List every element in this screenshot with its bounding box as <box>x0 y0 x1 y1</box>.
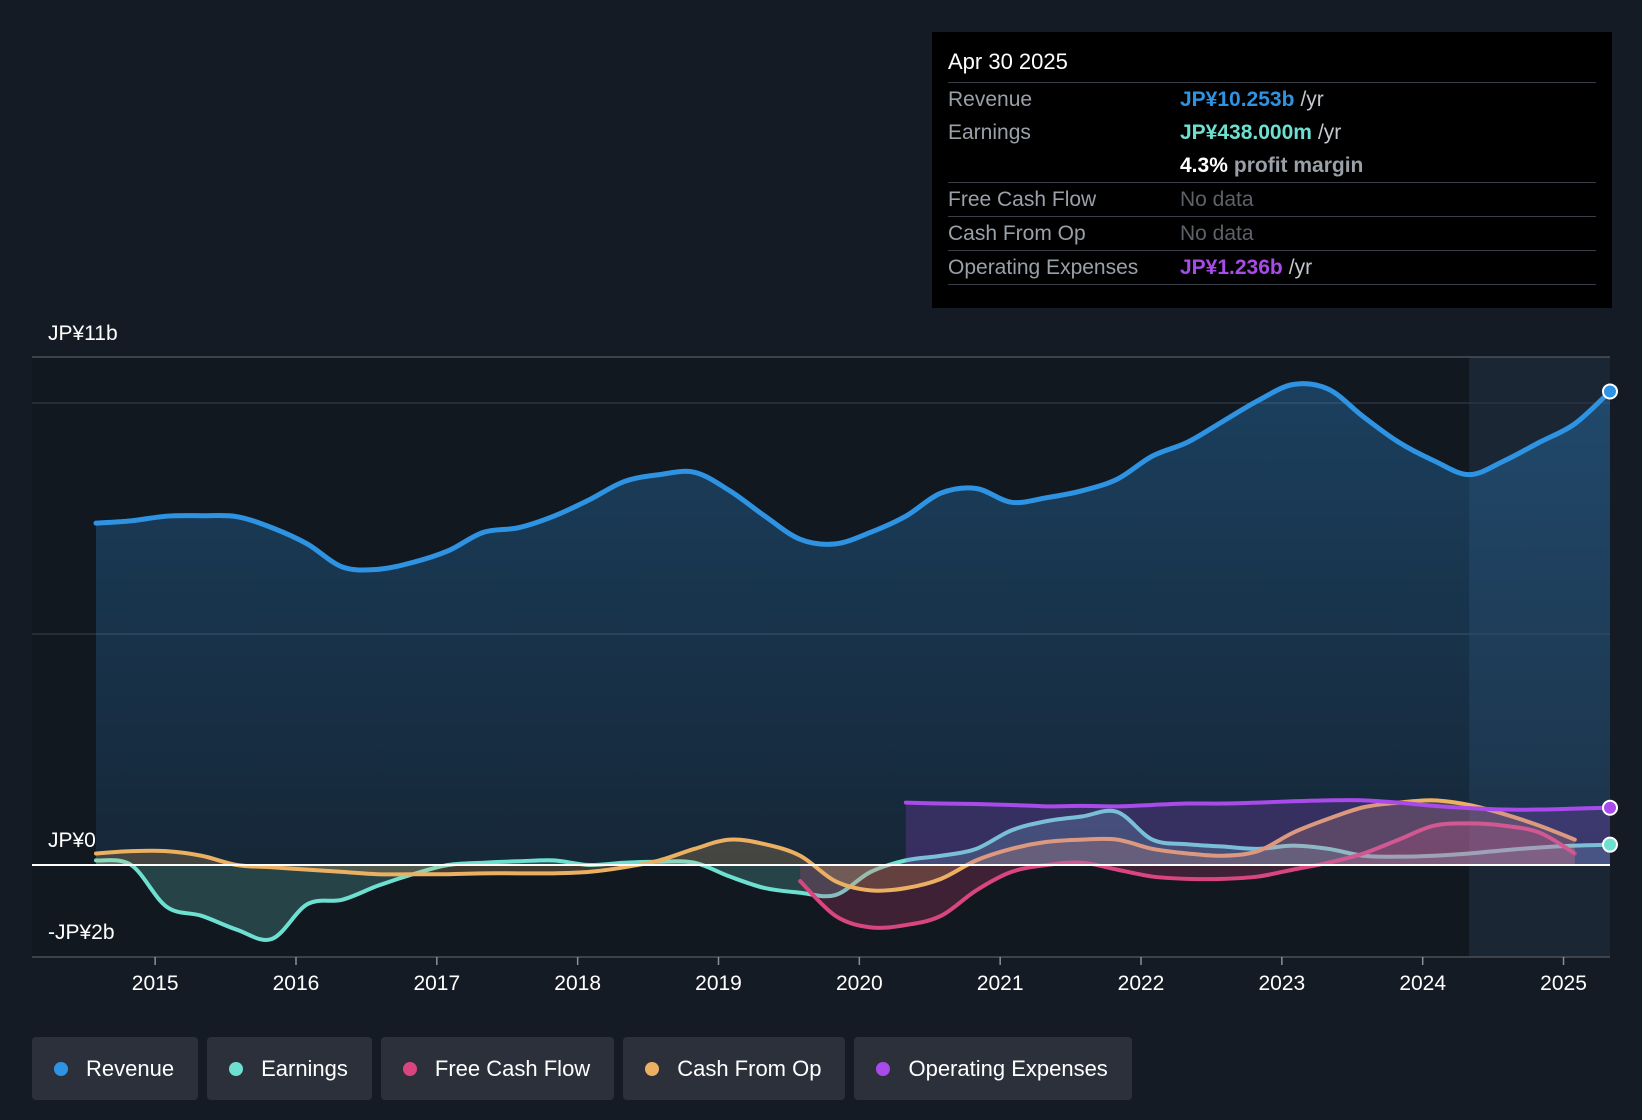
x-tick-label-2025: 2025 <box>1540 972 1587 995</box>
x-tick-label-2018: 2018 <box>554 972 601 995</box>
revenue-area <box>96 383 1610 865</box>
legend-dot-icon <box>54 1061 68 1076</box>
free-cash-flow-line <box>798 821 1577 930</box>
legend-item-earnings[interactable]: Earnings <box>207 1037 372 1100</box>
tooltip-opex-label: Operating Expenses <box>948 256 1139 279</box>
tooltip-fcf-label: Free Cash Flow <box>948 188 1097 211</box>
legend-label: Free Cash Flow <box>434 1055 591 1081</box>
tooltip-revenue-value: JP¥10.253b <box>1180 88 1295 111</box>
legend-label: Operating Expenses <box>908 1055 1108 1081</box>
legend-item-operating-expenses[interactable]: Operating Expenses <box>854 1037 1132 1100</box>
x-tick-label-2015: 2015 <box>132 972 179 995</box>
x-tick-label-2020: 2020 <box>836 972 883 995</box>
legend-label: Earnings <box>261 1055 348 1081</box>
y-tick-zero: JP¥0 <box>48 829 96 852</box>
x-tick-label-2022: 2022 <box>1118 972 1165 995</box>
tooltip-row-margin: 4.3% profit margin <box>948 149 1596 183</box>
legend: Revenue Earnings Free Cash Flow Cash Fro… <box>32 1037 1132 1100</box>
tooltip-cfo-label: Cash From Op <box>948 222 1086 245</box>
tooltip-opex-value: JP¥1.236b <box>1180 256 1283 279</box>
legend-item-free-cash-flow[interactable]: Free Cash Flow <box>380 1037 615 1100</box>
x-tick-label-2023: 2023 <box>1258 972 1305 995</box>
revenue-line <box>93 381 1613 573</box>
tooltip-revenue-unit: /yr <box>1300 88 1324 111</box>
revenue-end-point <box>1602 383 1618 400</box>
tooltip-margin-label: profit margin <box>1233 154 1364 177</box>
tooltip-row-cfo: Cash From Op No data <box>948 217 1596 251</box>
earnings-end-point <box>1602 836 1618 853</box>
legend-label: Cash From Op <box>677 1055 822 1081</box>
legend-dot-icon <box>645 1061 660 1076</box>
earnings-area <box>96 810 1610 940</box>
y-tick-bottom: -JP¥2b <box>48 921 115 944</box>
tooltip-row-opex: Operating Expenses JP¥1.236b /yr <box>948 251 1596 285</box>
cash-from-op-area <box>96 800 1575 891</box>
data-tooltip: Apr 30 2025 Revenue JP¥10.253b /yr Earni… <box>932 32 1612 308</box>
x-tick-label-2024: 2024 <box>1399 972 1446 995</box>
tooltip-row-earnings: Earnings JP¥438.000m /yr <box>948 116 1596 149</box>
x-axis: 2015 2016 2017 2018 2019 2020 2021 2022 2023 2024… <box>132 957 1587 995</box>
tooltip-row-fcf: Free Cash Flow No data <box>948 183 1596 217</box>
legend-label: Revenue <box>86 1055 175 1081</box>
tooltip-cfo-value: No data <box>1180 222 1254 245</box>
free-cash-flow-area <box>800 823 1575 928</box>
operating-expenses-end-point <box>1602 799 1618 816</box>
x-tick-label-2016: 2016 <box>273 972 320 995</box>
tooltip-margin-value: 4.3% <box>1180 154 1228 177</box>
series-layer <box>32 381 1618 942</box>
legend-item-revenue[interactable]: Revenue <box>32 1037 199 1100</box>
tooltip-row-revenue: Revenue JP¥10.253b /yr <box>948 83 1596 116</box>
tooltip-opex-unit: /yr <box>1288 256 1313 279</box>
operating-expenses-area <box>905 800 1610 865</box>
tooltip-earnings-value: JP¥438.000m <box>1180 121 1312 144</box>
legend-dot-icon <box>229 1061 244 1076</box>
legend-dot-icon <box>402 1061 417 1076</box>
y-tick-top: JP¥11b <box>48 322 118 345</box>
cash-from-op-line <box>94 798 1577 893</box>
operating-expenses-line <box>903 798 1612 812</box>
legend-dot-icon <box>876 1061 891 1076</box>
x-tick-label-2021: 2021 <box>977 972 1024 995</box>
tooltip-revenue-label: Revenue <box>948 88 1033 111</box>
x-tick-label-2017: 2017 <box>413 972 460 995</box>
tooltip-date: Apr 30 2025 <box>948 46 1596 83</box>
tooltip-fcf-value: No data <box>1180 188 1254 211</box>
tooltip-earnings-label: Earnings <box>948 121 1031 144</box>
x-tick-label-2019: 2019 <box>695 972 742 995</box>
tooltip-earnings-unit: /yr <box>1317 121 1342 144</box>
legend-item-cash-from-op[interactable]: Cash From Op <box>623 1037 846 1100</box>
